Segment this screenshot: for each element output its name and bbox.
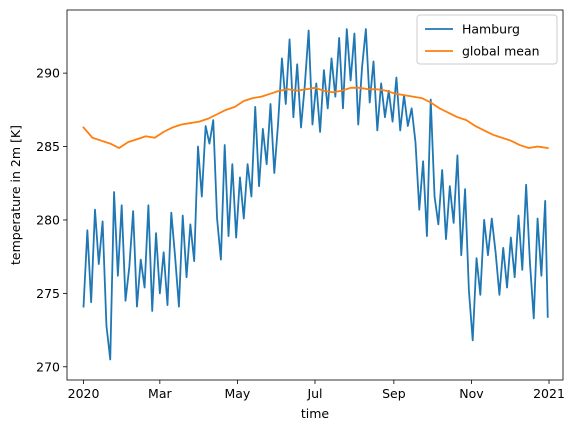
x-tick-label: Nov bbox=[459, 386, 484, 401]
x-tick-label: Jul bbox=[306, 386, 322, 401]
x-tick-label: 2021 bbox=[533, 386, 565, 401]
legend-label-global-mean: global mean bbox=[462, 44, 540, 59]
y-axis-ticks: 270 275 280 285 290 bbox=[36, 66, 67, 374]
x-tick-label: Mar bbox=[148, 386, 172, 401]
y-tick-label: 285 bbox=[36, 139, 60, 154]
plot-background bbox=[67, 10, 563, 380]
x-tick-label: May bbox=[224, 386, 250, 401]
x-axis-ticks: 2020 Mar May Jul Sep Nov 2021 bbox=[68, 380, 565, 401]
legend-label-hamburg: Hamburg bbox=[462, 22, 520, 37]
legend: Hamburg global mean bbox=[416, 14, 558, 65]
x-tick-label: Sep bbox=[382, 386, 406, 401]
series-line-global-mean bbox=[82, 86, 549, 150]
y-tick-label: 270 bbox=[36, 359, 60, 374]
y-tick-label: 275 bbox=[36, 286, 60, 301]
series-line-hamburg bbox=[82, 28, 549, 361]
series-layer bbox=[82, 28, 549, 361]
x-tick-label: 2020 bbox=[68, 386, 100, 401]
y-axis-label: temperature in 2m [K] bbox=[8, 125, 23, 265]
y-tick-label: 280 bbox=[36, 212, 60, 227]
x-axis-label: time bbox=[301, 406, 330, 421]
y-tick-label: 290 bbox=[36, 66, 60, 81]
